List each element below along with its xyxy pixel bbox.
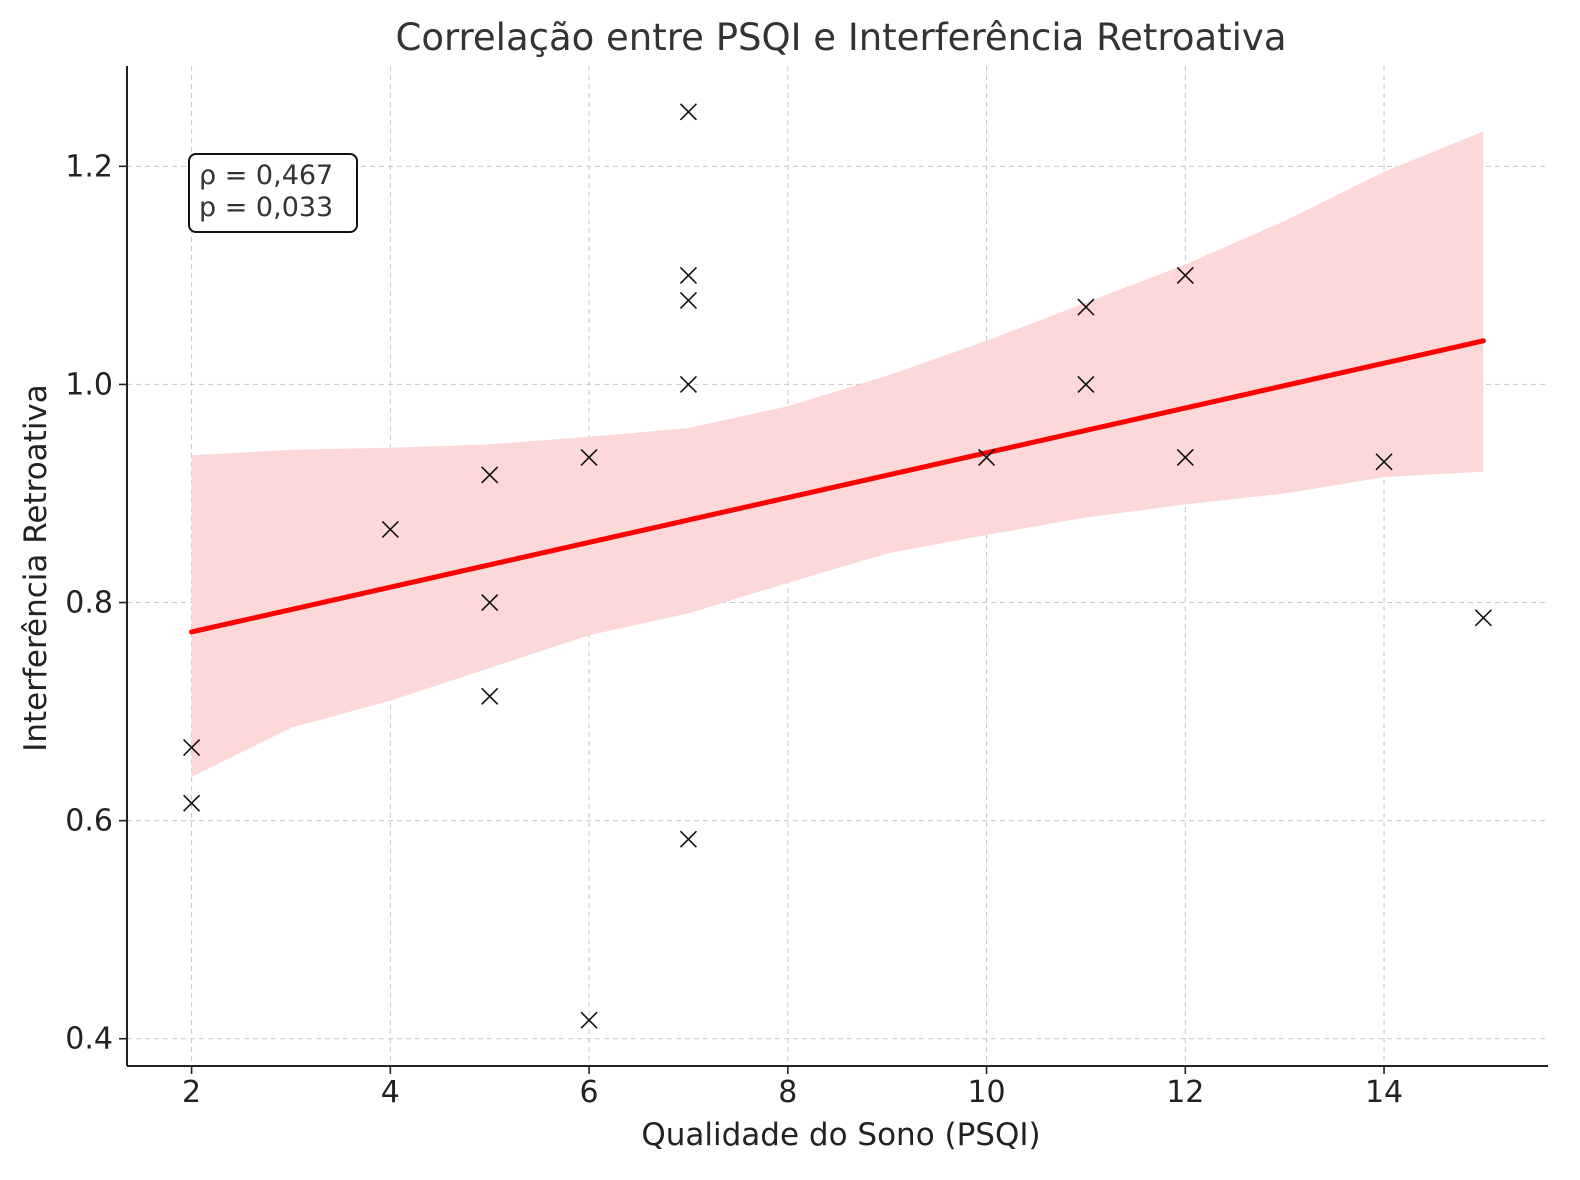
- axes: [119, 66, 1548, 1074]
- data-point-stroke: [1474, 609, 1492, 627]
- data-point-stroke: [679, 266, 698, 284]
- chart-title: Correlação entre PSQI e Interferência Re…: [395, 16, 1286, 59]
- y-axis-label: Interferência Retroativa: [18, 384, 54, 752]
- tick-labels: 2 4 6 8 10 12 14 0.4 0.6 0.8 1.0 1.2: [65, 149, 1403, 1110]
- x-tick-label: 2: [182, 1075, 201, 1110]
- data-point-stroke: [183, 739, 201, 757]
- data-point: [580, 448, 598, 467]
- data-point-stroke: [183, 794, 201, 812]
- data-point-stroke: [481, 687, 499, 705]
- x-tick-label: 10: [967, 1075, 1005, 1110]
- data-point: [1077, 298, 1095, 316]
- data-point-stroke: [1176, 266, 1194, 284]
- data-point: [481, 593, 499, 612]
- data-point-stroke: [481, 466, 499, 484]
- stats-rho: ρ = 0,467: [199, 160, 333, 191]
- x-tick-label: 6: [580, 1075, 599, 1110]
- x-tick-label: 12: [1166, 1075, 1204, 1110]
- data-point: [183, 794, 201, 812]
- x-axis-label: Qualidade do Sono (PSQI): [641, 1117, 1040, 1153]
- data-point: [1474, 609, 1492, 627]
- data-point: [481, 687, 499, 705]
- data-point: [977, 448, 996, 467]
- data-point: [381, 520, 399, 539]
- x-tick-label: 14: [1365, 1075, 1403, 1110]
- y-tick-label: 1.0: [65, 367, 113, 402]
- y-tick-label: 0.8: [65, 586, 113, 621]
- data-point: [1176, 266, 1194, 284]
- data-point-stroke: [580, 1011, 598, 1029]
- data-points: [183, 103, 1492, 1029]
- data-point-stroke: [381, 520, 399, 539]
- confidence-band: [191, 131, 1484, 777]
- x-tick-label: 8: [778, 1075, 797, 1110]
- data-point-stroke: [580, 448, 598, 467]
- data-point: [679, 375, 698, 393]
- data-point: [183, 739, 201, 757]
- data-point: [1375, 453, 1393, 471]
- stats-annotation: ρ = 0,467 p = 0,033: [188, 153, 358, 233]
- y-tick-label: 0.6: [65, 804, 113, 839]
- x-tick-label: 4: [381, 1075, 400, 1110]
- y-tick-label: 1.2: [65, 149, 113, 184]
- regression-line: [189, 338, 1486, 635]
- y-tick-label: 0.4: [65, 1022, 113, 1057]
- data-point: [1176, 448, 1194, 467]
- stats-box: [188, 153, 358, 233]
- data-point-stroke: [679, 103, 698, 121]
- data-point: [1077, 375, 1095, 393]
- data-point: [481, 466, 499, 484]
- data-point: [679, 291, 698, 310]
- data-point: [580, 1011, 598, 1029]
- data-point-stroke: [977, 448, 996, 467]
- data-point-stroke: [679, 291, 698, 310]
- data-point-stroke: [1375, 453, 1393, 471]
- data-point-stroke: [1077, 375, 1095, 393]
- data-point: [679, 830, 698, 848]
- data-point-stroke: [1077, 298, 1095, 316]
- data-point-stroke: [679, 830, 698, 848]
- data-point-stroke: [481, 593, 499, 612]
- stats-p-value: p = 0,033: [199, 192, 333, 223]
- data-point-stroke: [679, 375, 698, 393]
- data-point-stroke: [1176, 448, 1194, 467]
- data-point: [679, 266, 698, 284]
- data-point: [679, 103, 698, 121]
